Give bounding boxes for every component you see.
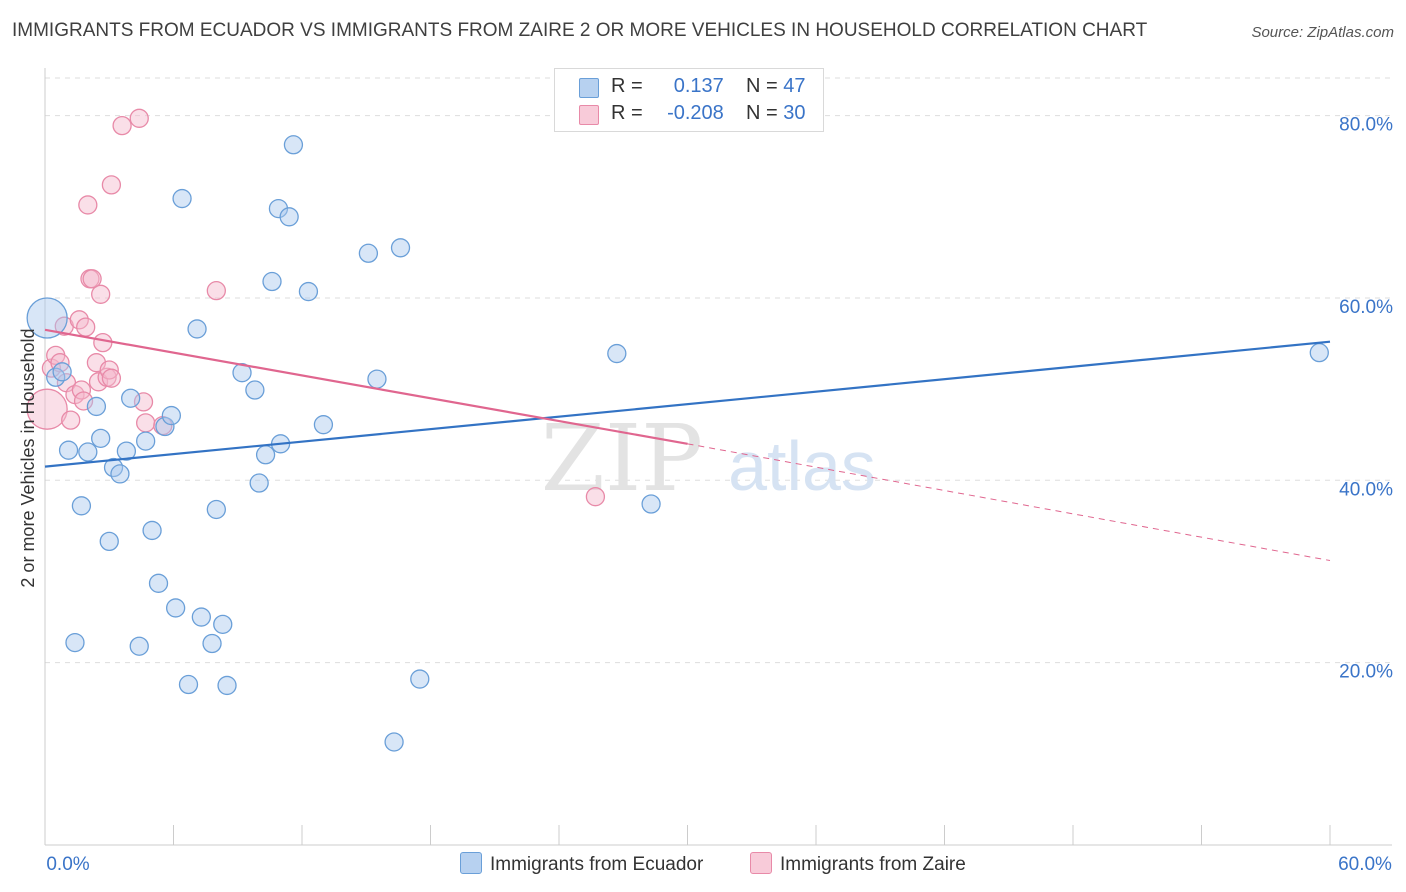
bottom-legend-zaire: Immigrants from Zaire [750,852,966,876]
ecuador-point [313,415,334,435]
zaire-trend-extension [687,443,1331,562]
zaire-swatch [579,105,599,125]
ecuador-point [217,675,237,696]
ecuador-point [78,442,98,462]
zaire-point [101,175,122,195]
series-zaire-points [26,108,606,507]
tick-labels: 20.0% 40.0% 60.0% 80.0% 0.0% 60.0% [46,115,1393,875]
zaire-legend-swatch [750,852,772,874]
ecuador-swatch [579,78,599,98]
ecuador-trend-line [44,340,1331,468]
ecuador-point [161,405,182,426]
ecuador-point [172,188,192,209]
zaire-legend-label: Immigrants from Zaire [780,854,966,875]
source-label: Source: ZipAtlas.com [1251,24,1394,41]
ecuador-point [245,380,265,400]
zaire-point [61,410,81,430]
ecuador-point [384,732,404,752]
trend-lines [44,328,1331,562]
zaire-point [101,368,122,388]
y-tick-label: 80.0% [1339,115,1393,136]
ecuador-point [255,445,276,465]
zaire-trend-line [44,328,688,445]
zaire-point [585,487,606,507]
ecuador-point [1309,342,1329,363]
ecuador-point [26,297,68,339]
ecuador-point [206,499,226,520]
legend-n-label: N = [746,102,778,124]
x-tick-label: 0.0% [46,854,89,875]
ecuador-point [279,207,299,227]
y-tick-label: 40.0% [1339,479,1393,500]
ecuador-point [410,669,430,689]
legend-r-value-ecuador: 0.137 [673,75,724,97]
watermark-atlas: atlas [728,427,876,505]
ecuador-point [607,343,627,364]
y-tick-label: 20.0% [1339,662,1393,683]
ecuador-point [165,598,186,618]
ecuador-point [136,431,156,451]
ecuador-point [213,614,233,635]
y-axis-label: 2 or more Vehicles in Household [18,328,38,587]
ecuador-point [91,428,111,449]
ecuador-point [262,271,282,292]
ecuador-point [129,636,149,656]
ecuador-point [641,494,661,514]
ecuador-point [65,632,85,653]
ecuador-point [283,135,304,155]
bottom-legend-ecuador: Immigrants from Ecuador [460,852,703,876]
zaire-point [91,284,111,304]
ecuador-point [99,531,119,552]
ecuador-point [178,674,199,695]
zaire-point [136,413,156,433]
ecuador-point [390,238,411,258]
ecuador-point [116,441,137,461]
ecuador-point [358,243,379,263]
ecuador-point [58,440,79,460]
y-tick-label: 60.0% [1339,297,1393,318]
ecuador-point [71,496,92,516]
legend-r-label: R = [611,75,643,97]
zaire-point [69,310,89,330]
legend-r-label: R = [611,102,643,124]
zaire-point [112,115,132,136]
zaire-point [76,317,96,337]
ecuador-point [121,388,141,408]
series-ecuador-points [26,135,1329,752]
zaire-point [206,280,226,301]
zaire-point [129,108,149,128]
ecuador-point [202,633,222,654]
ecuador-point [110,464,130,484]
ecuador-point [148,573,169,593]
axes [44,68,1392,846]
zaire-point [82,269,102,289]
ecuador-point [298,281,319,302]
x-tick-label: 60.0% [1338,854,1392,875]
ecuador-legend-swatch [460,852,482,874]
legend-n-label: N = [746,75,778,97]
ecuador-point [52,362,72,382]
ecuador-point [367,369,387,389]
legend-n-value-ecuador: 47 [783,75,806,97]
legend-n-value-zaire: 30 [783,102,806,124]
legend-r-value-zaire: -0.208 [667,102,724,124]
ecuador-legend-label: Immigrants from Ecuador [490,854,704,875]
chart-title: IMMIGRANTS FROM ECUADOR VS IMMIGRANTS FR… [12,20,1148,41]
ecuador-point [142,520,162,541]
ecuador-point [155,416,175,437]
ecuador-point [249,473,269,493]
zaire-point [93,332,113,353]
ecuador-point [187,319,207,339]
ecuador-point [191,607,211,627]
ecuador-point [86,396,107,417]
correlation-legend: R = 0.137 N = 47 R = -0.208 N = 30 [554,68,824,132]
zaire-point [26,388,68,430]
zaire-point [78,195,98,215]
